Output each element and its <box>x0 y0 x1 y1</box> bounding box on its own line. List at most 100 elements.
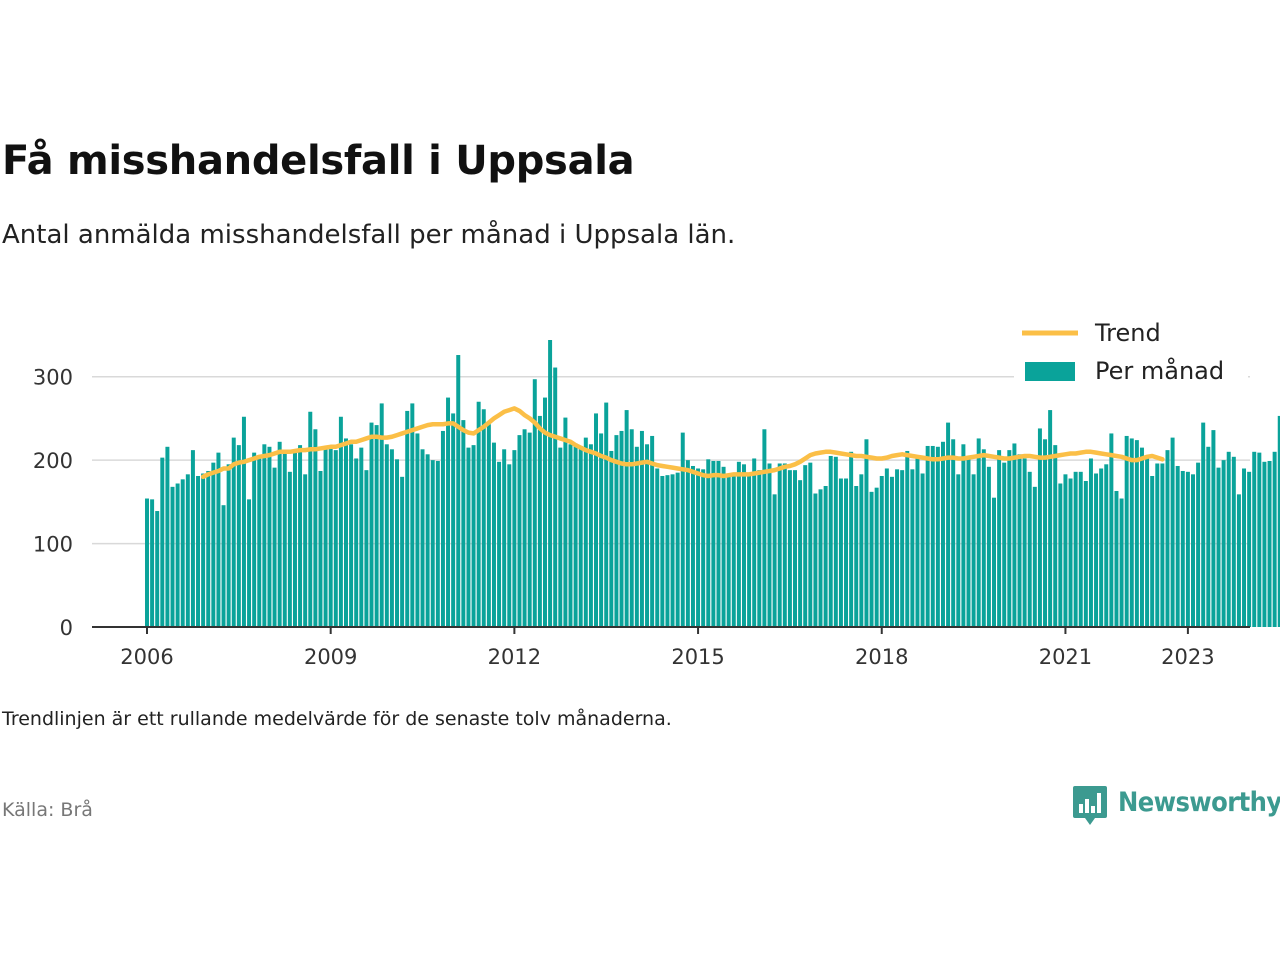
bar <box>405 410 410 627</box>
bar <box>874 487 879 627</box>
bar <box>476 401 481 627</box>
legend: Trend Per månad <box>1014 314 1248 400</box>
bar <box>359 447 364 627</box>
bar <box>777 463 782 627</box>
brand-logo: Newsworthy <box>1072 784 1280 828</box>
bar <box>731 474 736 627</box>
bar <box>165 446 170 627</box>
bar <box>1180 470 1185 627</box>
bar <box>680 432 685 627</box>
brand-name: Newsworthy <box>1118 787 1280 818</box>
bar <box>379 403 384 627</box>
bar <box>471 445 476 627</box>
bar <box>798 480 803 627</box>
bar <box>573 443 578 627</box>
x-tick-label: 2018 <box>855 645 908 669</box>
bar <box>997 450 1002 627</box>
chart-subtitle: Antal anmälda misshandelsfall per månad … <box>2 220 736 250</box>
bar <box>1247 471 1252 627</box>
bar <box>588 444 593 627</box>
y-tick-label: 100 <box>33 533 73 557</box>
bar <box>1216 467 1221 627</box>
bar <box>956 474 961 627</box>
bar <box>726 473 731 627</box>
bar <box>1094 473 1099 627</box>
bar <box>1129 438 1134 627</box>
bar <box>762 429 767 627</box>
bar <box>522 429 527 627</box>
bar <box>196 475 201 627</box>
bar <box>1058 483 1063 627</box>
bar <box>900 470 905 627</box>
bar <box>1267 460 1272 627</box>
bar <box>180 479 185 627</box>
bar <box>328 445 333 627</box>
bar <box>675 472 680 627</box>
bar <box>481 409 486 627</box>
bar <box>155 511 160 627</box>
newsworthy-chart-bubble-icon <box>1073 786 1107 825</box>
bar <box>844 478 849 627</box>
bar <box>287 471 292 627</box>
x-tick-label: 2021 <box>1039 645 1092 669</box>
bar <box>563 417 568 627</box>
bar <box>1252 451 1257 627</box>
bar <box>696 468 701 627</box>
bar <box>583 437 588 627</box>
bar <box>451 413 456 627</box>
bar <box>721 466 726 627</box>
bar <box>369 422 374 627</box>
bar <box>267 446 272 627</box>
bar <box>384 444 389 627</box>
bar <box>1221 460 1226 627</box>
bar <box>1165 450 1170 627</box>
bar <box>1032 486 1037 627</box>
bar <box>323 447 328 627</box>
bar <box>915 456 920 627</box>
bar <box>446 397 451 627</box>
y-tick-label: 300 <box>33 366 73 390</box>
bar <box>491 442 496 627</box>
bar <box>185 474 190 627</box>
bar <box>553 367 558 627</box>
bar <box>395 459 400 627</box>
bar <box>793 470 797 627</box>
bar <box>216 452 221 627</box>
legend-swatch-per-month <box>1025 362 1075 381</box>
bar <box>277 441 282 627</box>
bar <box>660 475 665 627</box>
bar <box>1139 447 1144 627</box>
trend-line <box>200 406 1165 480</box>
bar <box>930 445 935 627</box>
bar <box>507 464 512 627</box>
bar <box>1043 439 1048 627</box>
bar <box>629 429 634 627</box>
bar <box>1078 471 1083 627</box>
bar <box>741 464 746 627</box>
bar <box>282 450 287 627</box>
bar <box>747 473 752 627</box>
x-tick-label: 2023 <box>1161 645 1214 669</box>
bar <box>558 447 563 627</box>
bar <box>486 424 491 627</box>
bar <box>1017 454 1022 627</box>
bar <box>236 445 241 627</box>
bar <box>247 499 252 627</box>
trend-series <box>200 406 1165 480</box>
source-label: Källa: Brå <box>2 799 93 821</box>
bar <box>400 476 405 627</box>
bar <box>466 447 471 627</box>
bar <box>1272 451 1277 627</box>
bar <box>782 463 787 627</box>
bar <box>813 493 818 627</box>
bar <box>410 403 415 627</box>
bar <box>1150 475 1155 627</box>
bar <box>1211 430 1216 627</box>
bar <box>1206 446 1211 627</box>
y-tick-label: 0 <box>60 616 73 640</box>
bar <box>175 483 180 627</box>
bar <box>568 444 573 627</box>
bar <box>1134 440 1139 627</box>
footnote: Trendlinjen är ett rullande medelvärde f… <box>2 708 672 730</box>
bar <box>803 465 808 627</box>
